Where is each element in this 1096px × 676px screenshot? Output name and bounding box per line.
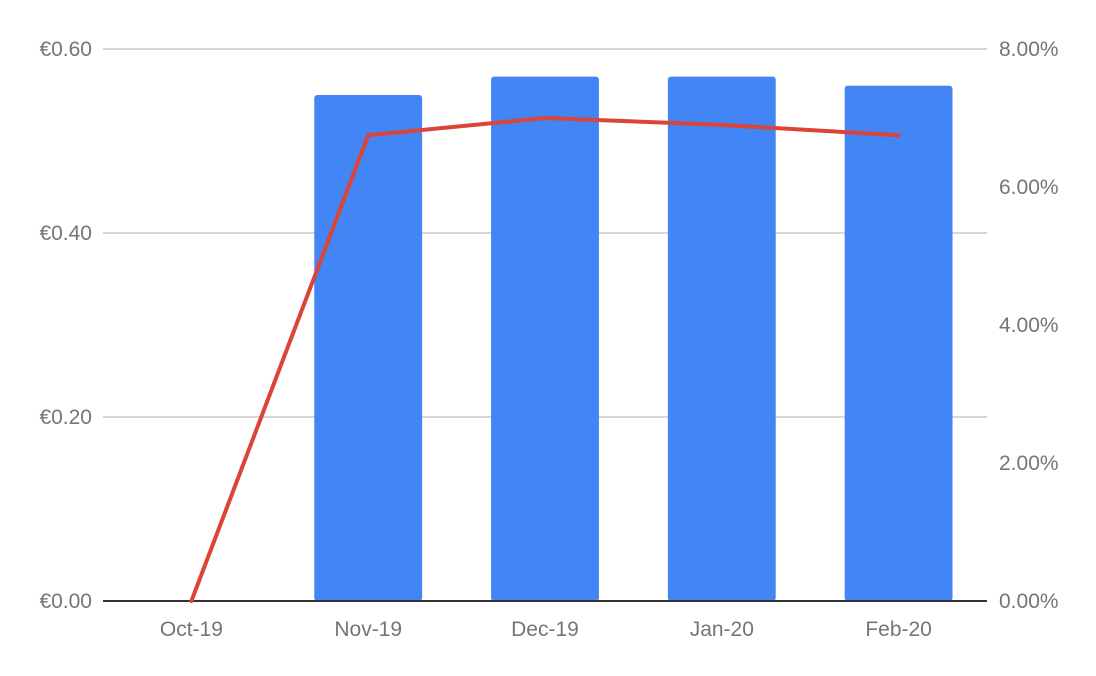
right-axis-tick-label: 2.00% [999,452,1059,475]
right-axis-tick-label: 4.00% [999,314,1059,337]
left-axis-tick-label: €0.20 [39,406,92,429]
x-axis-tick-label: Feb-20 [865,618,932,641]
right-axis-tick-label: 6.00% [999,176,1059,199]
x-axis-tick-label: Oct-19 [160,618,223,641]
bar [491,76,599,602]
bar-series [314,76,953,602]
left-axis-tick-label: €0.60 [39,38,92,61]
x-axis-tick-label: Nov-19 [334,618,402,641]
right-axis-tick-label: 0.00% [999,590,1059,613]
right-y-axis: 0.00% 2.00% 4.00% 6.00% 8.00% [999,38,1059,613]
left-axis-tick-label: €0.40 [39,222,92,245]
bar [844,85,953,602]
line-series [189,116,901,603]
x-axis: Oct-19 Nov-19 Dec-19 Jan-20 Feb-20 [160,618,932,641]
bar [667,76,776,602]
x-axis-tick-label: Jan-20 [690,618,754,641]
left-axis-tick-label: €0.00 [39,590,92,613]
right-axis-tick-label: 8.00% [999,38,1059,61]
bar [314,95,423,601]
left-y-axis: €0.00 €0.20 €0.40 €0.60 [39,38,92,613]
x-axis-tick-label: Dec-19 [511,618,579,641]
line-series-group [189,116,901,603]
